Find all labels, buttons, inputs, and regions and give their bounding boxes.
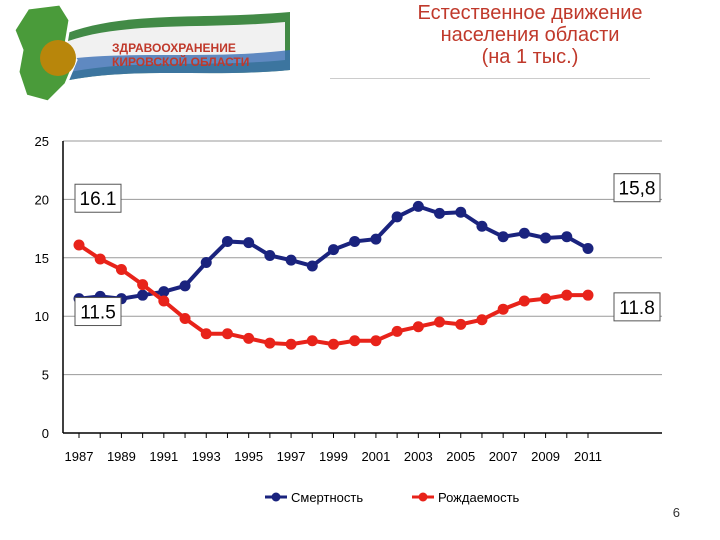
data-point — [306, 260, 318, 272]
data-label-box — [613, 173, 661, 203]
data-point — [561, 289, 573, 301]
y-tick-label: 10 — [35, 309, 49, 324]
x-tick-label: 1995 — [234, 449, 263, 464]
data-label-box — [74, 183, 122, 213]
data-point — [94, 253, 106, 265]
data-point — [518, 295, 530, 307]
data-point — [391, 211, 403, 223]
data-point — [540, 232, 552, 244]
x-tick-label: 2009 — [531, 449, 560, 464]
data-point — [200, 328, 212, 340]
data-point — [455, 206, 467, 218]
data-point — [306, 335, 318, 347]
data-point — [412, 200, 424, 212]
data-point — [221, 235, 233, 247]
data-point — [158, 295, 170, 307]
x-tick-label: 1991 — [149, 449, 178, 464]
data-point — [540, 293, 552, 305]
x-tick-label: 2011 — [574, 449, 602, 464]
logo-ribbon-blue — [60, 50, 290, 82]
data-point — [582, 289, 594, 301]
page-title: Естественное движение населения области … — [330, 2, 720, 68]
y-tick-label: 15 — [35, 251, 49, 266]
health-logo: ЗДРАВООХРАНЕНИЕ КИРОВСКОЙ ОБЛАСТИ — [12, 2, 290, 104]
legend-swatch-marker — [271, 492, 281, 502]
data-point — [264, 337, 276, 349]
data-point — [518, 227, 530, 239]
x-tick-label: 2007 — [489, 449, 518, 464]
data-point — [285, 338, 297, 350]
data-point — [200, 256, 212, 268]
data-point — [179, 313, 191, 325]
data-point — [137, 279, 149, 291]
data-point — [264, 249, 276, 261]
y-tick-label: 5 — [42, 368, 49, 383]
title-line-3: (на 1 тыс.) — [481, 46, 579, 68]
data-point — [221, 328, 233, 340]
data-point — [243, 332, 255, 344]
x-tick-label: 1989 — [107, 449, 136, 464]
logo-text-line1: ЗДРАВООХРАНЕНИЕ — [112, 41, 236, 55]
data-point — [561, 231, 573, 243]
data-label: 16.1 — [80, 189, 117, 210]
x-tick-label: 1993 — [192, 449, 221, 464]
emblem-icon — [40, 40, 76, 76]
data-point — [349, 335, 361, 347]
data-point — [455, 318, 467, 330]
legend-swatch-marker — [418, 492, 428, 502]
data-point — [158, 286, 170, 298]
series-line — [77, 243, 588, 347]
data-point — [370, 335, 382, 347]
data-label: 15,8 — [619, 179, 656, 200]
data-label-box — [613, 292, 661, 322]
data-point — [476, 220, 488, 232]
data-point — [328, 338, 339, 350]
data-point — [137, 289, 149, 301]
data-point — [497, 303, 509, 315]
x-tick-label: 2003 — [404, 449, 433, 464]
x-tick-label: 2005 — [446, 449, 475, 464]
data-point — [179, 280, 191, 292]
data-point — [115, 263, 127, 275]
y-tick-label: 25 — [35, 134, 49, 149]
x-tick-label: 1997 — [277, 449, 306, 464]
data-point — [73, 239, 85, 251]
data-point — [476, 314, 488, 326]
x-tick-label: 1999 — [319, 449, 348, 464]
title-line-2: населения области — [440, 24, 620, 46]
y-tick-label: 0 — [42, 426, 49, 441]
data-point — [285, 254, 297, 266]
data-label-box — [74, 297, 122, 327]
y-tick-label: 20 — [35, 192, 49, 207]
title-line-1: Естественное движение — [417, 2, 643, 24]
data-point — [497, 231, 509, 243]
data-label: 11.5 — [80, 303, 116, 324]
data-point — [391, 325, 403, 337]
legend-label: Рождаемость — [438, 490, 520, 505]
page-number: 6 — [672, 505, 680, 520]
data-point — [582, 242, 594, 254]
data-point — [349, 235, 361, 247]
data-label: 11.8 — [619, 298, 655, 319]
data-point — [434, 316, 446, 328]
x-tick-label: 1987 — [65, 449, 94, 464]
x-tick-label: 2001 — [361, 449, 390, 464]
data-point — [412, 321, 424, 333]
legend-label: Смертность — [291, 490, 363, 505]
data-point — [434, 207, 446, 219]
title-divider — [330, 78, 650, 79]
logo-text-line2: КИРОВСКОЙ ОБЛАСТИ — [112, 54, 249, 69]
data-point — [328, 244, 339, 256]
data-point — [370, 233, 382, 245]
data-point — [243, 237, 255, 249]
